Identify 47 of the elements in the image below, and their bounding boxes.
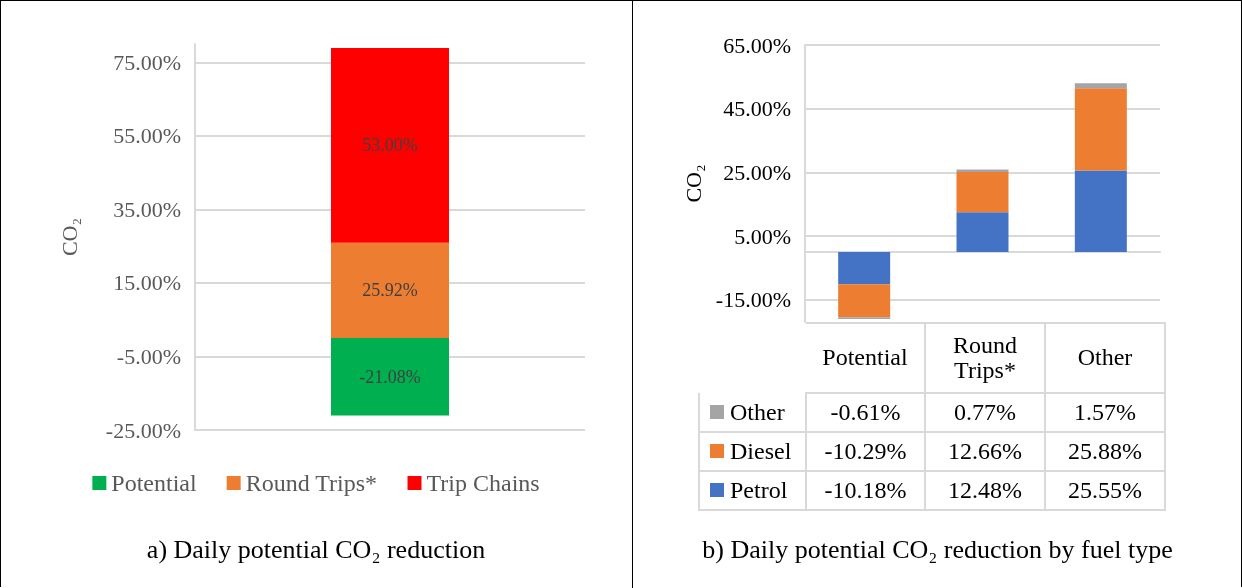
y-axis-title: CO₂ bbox=[681, 164, 707, 203]
data-label: 53.00% bbox=[362, 135, 418, 156]
bar bbox=[838, 251, 891, 285]
data-label: 12.66% bbox=[925, 432, 1045, 471]
y-tick-label: 25.00% bbox=[723, 159, 791, 185]
y-tick-label: -25.00% bbox=[105, 417, 181, 443]
y-tick-label: 35.00% bbox=[113, 196, 181, 222]
data-label: 25.92% bbox=[362, 280, 418, 301]
legend-label: Trip Chains bbox=[426, 470, 540, 496]
data-label: -0.61% bbox=[806, 393, 925, 432]
bar bbox=[956, 212, 1009, 252]
x-tick-label: Potential bbox=[806, 323, 925, 393]
x-tick-label: Other bbox=[1045, 323, 1165, 393]
text: b) Daily potential CO₂ reduction by fuel type bbox=[701, 535, 1174, 565]
data-label: -10.18% bbox=[806, 471, 925, 510]
x-tick-label: Round Trips* bbox=[925, 323, 1045, 393]
data-label: 25.55% bbox=[1045, 471, 1165, 510]
bar bbox=[331, 242, 449, 339]
y-tick-label: -15.00% bbox=[715, 287, 791, 313]
bar bbox=[1074, 88, 1127, 171]
data-label: 25.88% bbox=[1045, 432, 1165, 471]
y-tick-label: -5.00% bbox=[116, 343, 181, 369]
data-label: -10.29% bbox=[806, 432, 925, 471]
y-tick-label: 15.00% bbox=[113, 270, 181, 296]
text: a) Daily potential CO₂ reduction bbox=[145, 535, 487, 565]
legend-label: Diesel bbox=[699, 432, 806, 471]
bar bbox=[956, 171, 1009, 213]
y-tick-label: 55.00% bbox=[113, 123, 181, 149]
data-label: -21.08% bbox=[359, 366, 421, 387]
y-tick-label: 65.00% bbox=[723, 32, 791, 58]
bar bbox=[331, 47, 449, 243]
bar bbox=[1074, 83, 1127, 89]
y-tick-label: 5.00% bbox=[734, 223, 791, 249]
y-tick-label: 75.00% bbox=[113, 49, 181, 75]
legend-label: Other bbox=[699, 393, 806, 432]
data-label: 1.57% bbox=[1045, 393, 1165, 432]
legend-label: Potential bbox=[111, 470, 198, 496]
data-label: 0.77% bbox=[925, 393, 1045, 432]
bar bbox=[956, 169, 1009, 172]
y-tick-label: 45.00% bbox=[723, 96, 791, 122]
bar bbox=[838, 284, 891, 318]
data-label: 12.48% bbox=[925, 471, 1045, 510]
legend-label: Round Trips* bbox=[245, 470, 378, 496]
bar bbox=[1074, 170, 1127, 252]
bar bbox=[331, 338, 449, 416]
legend-label: Petrol bbox=[699, 471, 806, 510]
y-axis-title: CO₂ bbox=[56, 217, 82, 257]
